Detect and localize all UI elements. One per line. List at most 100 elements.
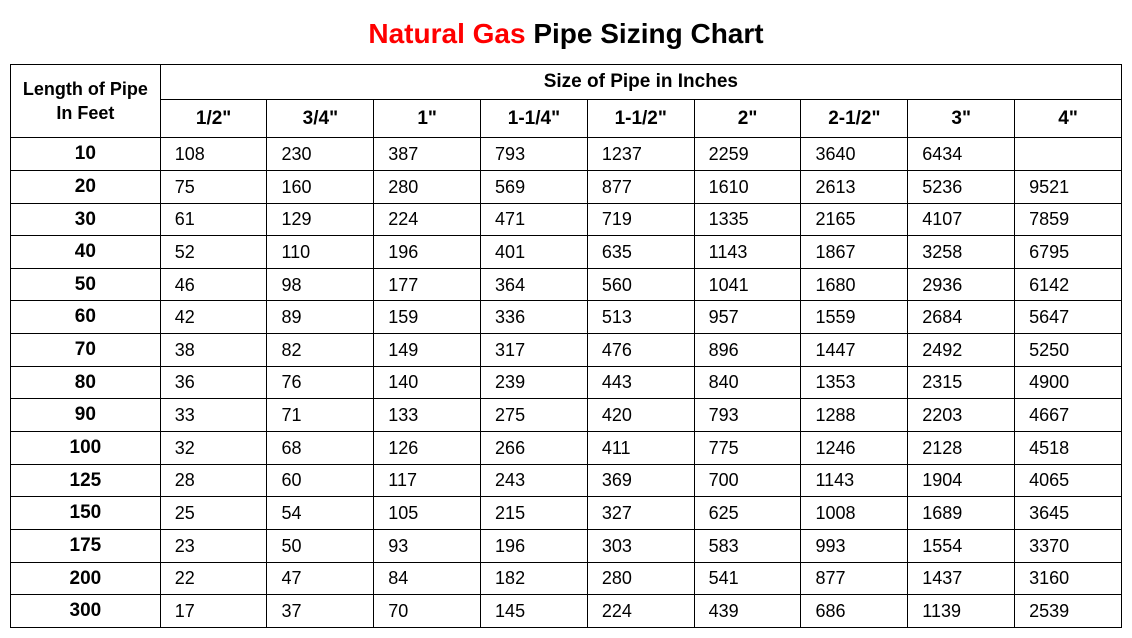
table-cell: 275 (481, 399, 588, 432)
table-cell: 224 (374, 203, 481, 236)
table-row: 1003268126266411775124621284518 (11, 432, 1122, 465)
row-label: 175 (11, 529, 161, 562)
table-cell: 471 (481, 203, 588, 236)
table-cell: 126 (374, 432, 481, 465)
table-cell: 98 (267, 268, 374, 301)
table-cell: 105 (374, 497, 481, 530)
row-label: 70 (11, 334, 161, 367)
table-cell: 4900 (1015, 366, 1122, 399)
table-cell: 877 (801, 562, 908, 595)
table-cell: 420 (587, 399, 694, 432)
table-cell: 1680 (801, 268, 908, 301)
table-cell: 5250 (1015, 334, 1122, 367)
table-cell: 38 (160, 334, 267, 367)
table-cell: 896 (694, 334, 801, 367)
table-cell: 3160 (1015, 562, 1122, 595)
table-cell: 54 (267, 497, 374, 530)
table-cell: 775 (694, 432, 801, 465)
sizing-table: Length of Pipe In Feet Size of Pipe in I… (10, 64, 1122, 628)
table-cell: 89 (267, 301, 374, 334)
table-row: 40521101964016351143186732586795 (11, 236, 1122, 269)
header-row-1: Length of Pipe In Feet Size of Pipe in I… (11, 65, 1122, 100)
table-cell: 22 (160, 562, 267, 595)
table-cell: 93 (374, 529, 481, 562)
table-cell: 145 (481, 595, 588, 628)
row-label: 125 (11, 464, 161, 497)
table-cell: 541 (694, 562, 801, 595)
row-label: 60 (11, 301, 161, 334)
table-cell: 569 (481, 170, 588, 203)
table-cell: 3258 (908, 236, 1015, 269)
table-cell: 369 (587, 464, 694, 497)
table-row: 703882149317476896144724925250 (11, 334, 1122, 367)
table-cell: 957 (694, 301, 801, 334)
table-cell: 583 (694, 529, 801, 562)
table-cell: 443 (587, 366, 694, 399)
table-cell: 1246 (801, 432, 908, 465)
table-cell: 32 (160, 432, 267, 465)
row-label: 10 (11, 138, 161, 171)
table-cell: 28 (160, 464, 267, 497)
table-cell: 439 (694, 595, 801, 628)
table-cell: 387 (374, 138, 481, 171)
table-cell: 2128 (908, 432, 1015, 465)
table-row: 30611292244717191335216541077859 (11, 203, 1122, 236)
table-cell: 635 (587, 236, 694, 269)
table-row: 20751602805698771610261352369521 (11, 170, 1122, 203)
table-cell: 625 (694, 497, 801, 530)
table-cell: 82 (267, 334, 374, 367)
page-title: Natural Gas Pipe Sizing Chart (10, 18, 1122, 50)
table-cell: 1288 (801, 399, 908, 432)
table-cell: 215 (481, 497, 588, 530)
table-cell: 1867 (801, 236, 908, 269)
table-row: 1502554105215327625100816893645 (11, 497, 1122, 530)
table-cell: 327 (587, 497, 694, 530)
table-cell: 280 (587, 562, 694, 595)
table-cell: 3370 (1015, 529, 1122, 562)
table-cell: 2259 (694, 138, 801, 171)
table-cell: 266 (481, 432, 588, 465)
table-cell: 159 (374, 301, 481, 334)
table-cell: 110 (267, 236, 374, 269)
row-label: 150 (11, 497, 161, 530)
row-label: 80 (11, 366, 161, 399)
table-cell: 196 (481, 529, 588, 562)
table-cell: 1143 (801, 464, 908, 497)
title-rest: Pipe Sizing Chart (526, 18, 764, 49)
table-cell: 2315 (908, 366, 1015, 399)
table-cell: 2539 (1015, 595, 1122, 628)
table-cell: 52 (160, 236, 267, 269)
table-cell: 560 (587, 268, 694, 301)
table-cell: 84 (374, 562, 481, 595)
table-cell: 71 (267, 399, 374, 432)
table-cell: 76 (267, 366, 374, 399)
table-cell: 2613 (801, 170, 908, 203)
table-cell: 476 (587, 334, 694, 367)
table-cell: 5647 (1015, 301, 1122, 334)
table-cell: 224 (587, 595, 694, 628)
table-cell: 17 (160, 595, 267, 628)
table-cell: 2203 (908, 399, 1015, 432)
column-header: 1" (374, 99, 481, 138)
table-cell: 160 (267, 170, 374, 203)
table-cell: 303 (587, 529, 694, 562)
table-cell: 1437 (908, 562, 1015, 595)
table-cell: 793 (694, 399, 801, 432)
table-cell: 1904 (908, 464, 1015, 497)
table-cell: 700 (694, 464, 801, 497)
table-cell: 4107 (908, 203, 1015, 236)
table-cell: 61 (160, 203, 267, 236)
table-cell: 2936 (908, 268, 1015, 301)
table-cell: 4667 (1015, 399, 1122, 432)
table-row: 604289159336513957155926845647 (11, 301, 1122, 334)
title-accent: Natural Gas (368, 18, 525, 49)
table-cell: 840 (694, 366, 801, 399)
table-cell: 2492 (908, 334, 1015, 367)
column-header: 1-1/2" (587, 99, 694, 138)
row-label: 30 (11, 203, 161, 236)
row-label: 100 (11, 432, 161, 465)
table-cell: 1143 (694, 236, 801, 269)
row-header-label: Length of Pipe In Feet (11, 65, 161, 138)
table-row: 20022478418228054187714373160 (11, 562, 1122, 595)
table-cell: 877 (587, 170, 694, 203)
